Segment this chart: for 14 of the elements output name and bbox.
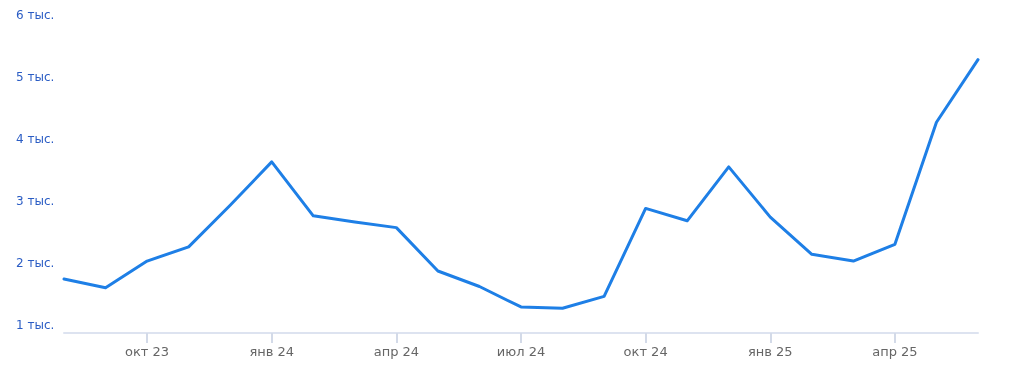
- x-tick-label: окт 24: [623, 344, 668, 359]
- y-tick-label: 2 тыс.: [16, 255, 55, 270]
- y-tick-label: 5 тыс.: [16, 69, 55, 84]
- y-tick-label: 4 тыс.: [16, 131, 55, 146]
- line-series: [62, 58, 980, 310]
- x-tick-label: июл 24: [496, 344, 546, 359]
- x-tick-label: янв 25: [747, 344, 793, 359]
- x-tick-label: апр 24: [373, 344, 420, 359]
- y-tick-label: 6 тыс.: [16, 8, 55, 22]
- x-tick-label: апр 25: [872, 344, 918, 359]
- x-tick-label: янв 24: [249, 344, 295, 359]
- y-tick-label: 1 тыс.: [16, 317, 55, 332]
- x-tick-label: окт 23: [125, 344, 170, 359]
- y-tick-label: 3 тыс.: [16, 193, 55, 208]
